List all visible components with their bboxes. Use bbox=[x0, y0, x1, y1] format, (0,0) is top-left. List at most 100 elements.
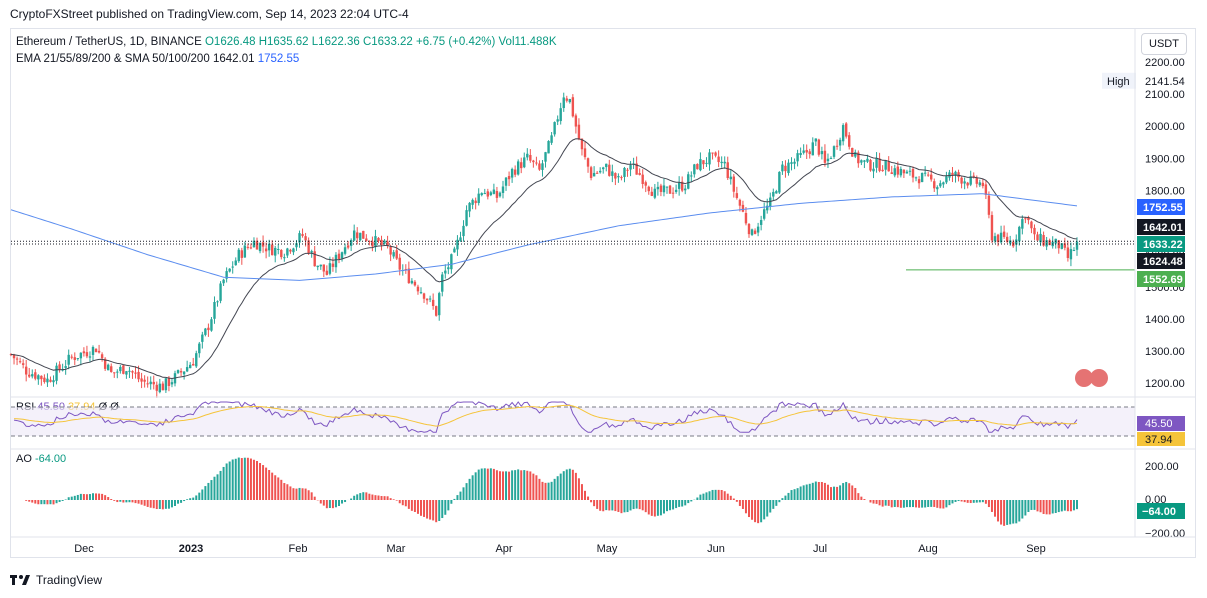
candle-body bbox=[705, 162, 708, 164]
candle-body bbox=[91, 347, 95, 355]
candle-body bbox=[277, 248, 280, 250]
published-text: CryptoFXStreet published on TradingView.… bbox=[10, 7, 409, 21]
candle-body bbox=[240, 250, 244, 258]
candle-body bbox=[811, 142, 814, 156]
candle-body bbox=[286, 248, 289, 256]
candle-body bbox=[526, 153, 529, 158]
us-flag-icon bbox=[1075, 369, 1093, 387]
candle-body bbox=[826, 158, 830, 162]
candle-body bbox=[978, 182, 982, 186]
candle-body bbox=[1002, 231, 1006, 237]
candle-body bbox=[586, 158, 590, 167]
candle-body bbox=[216, 301, 219, 303]
candle-body bbox=[854, 152, 857, 157]
currency-button[interactable]: USDT bbox=[1141, 33, 1187, 55]
candle-body bbox=[641, 174, 644, 184]
candle-body bbox=[908, 170, 912, 172]
candle-body bbox=[85, 352, 89, 357]
candle-body bbox=[28, 374, 31, 377]
candle-body bbox=[374, 236, 377, 248]
candle-body bbox=[687, 174, 690, 189]
candle-body bbox=[674, 189, 678, 192]
candle-body bbox=[134, 372, 137, 374]
rsi-ma-line bbox=[14, 404, 1078, 427]
candle-body bbox=[422, 293, 426, 299]
candle-body bbox=[638, 173, 641, 175]
candle-body bbox=[292, 248, 295, 253]
candle-body bbox=[942, 182, 945, 185]
candle-body bbox=[750, 229, 754, 235]
candle-body bbox=[926, 174, 930, 176]
candle-body bbox=[456, 239, 459, 250]
candle-body bbox=[477, 193, 480, 204]
candle-body bbox=[462, 225, 465, 237]
candle-body bbox=[568, 99, 572, 103]
candle-body bbox=[930, 174, 933, 180]
candle-body bbox=[939, 183, 942, 187]
candle-body bbox=[492, 189, 496, 194]
candle-body bbox=[255, 240, 259, 250]
candle-body bbox=[714, 152, 717, 156]
candle-body bbox=[571, 97, 575, 117]
candle-body bbox=[1018, 226, 1021, 242]
candle-body bbox=[817, 139, 821, 155]
candle-body bbox=[43, 377, 46, 382]
candle-body bbox=[805, 149, 808, 153]
close-value: C1633.22 bbox=[362, 36, 413, 48]
candle-body bbox=[37, 375, 40, 380]
candle-body bbox=[49, 379, 52, 382]
candle-body bbox=[605, 163, 608, 168]
candle-body bbox=[1033, 227, 1036, 235]
candle-body bbox=[820, 151, 824, 155]
candle-body bbox=[762, 209, 766, 219]
high-value: 2141.54 bbox=[1145, 76, 1185, 88]
candle-body bbox=[185, 367, 189, 372]
ao-tag-box bbox=[1137, 503, 1185, 519]
price-tick: 1400.00 bbox=[1145, 314, 1185, 326]
price-label-box bbox=[1137, 219, 1185, 235]
candle-body bbox=[195, 353, 198, 367]
candle-body bbox=[289, 249, 292, 252]
candle-body bbox=[781, 164, 784, 172]
candle-body bbox=[535, 162, 538, 164]
candle-body bbox=[501, 186, 505, 194]
candle-body bbox=[814, 138, 818, 142]
ao-value: -64.00 bbox=[34, 453, 67, 465]
candle-body bbox=[368, 240, 371, 242]
candle-body bbox=[1063, 243, 1067, 248]
candle-body bbox=[204, 328, 207, 335]
candle-body bbox=[243, 245, 247, 258]
candle-body bbox=[12, 354, 16, 359]
indicator-label[interactable]: EMA 21/55/89/200 & SMA 50/100/200 bbox=[16, 53, 210, 65]
candle-body bbox=[753, 230, 757, 234]
candle-body bbox=[152, 381, 155, 385]
candle-body bbox=[838, 139, 842, 146]
candle-body bbox=[662, 185, 666, 193]
candle-body bbox=[747, 223, 751, 235]
time-tick: Dec bbox=[74, 543, 94, 555]
candle-body bbox=[182, 371, 186, 375]
candle-body bbox=[911, 169, 915, 178]
candle-body bbox=[301, 234, 304, 236]
candle-body bbox=[884, 160, 887, 170]
candle-body bbox=[772, 191, 775, 197]
tradingview-brand[interactable]: TradingView bbox=[36, 573, 103, 587]
indicator-value-2: 1752.55 bbox=[257, 53, 300, 65]
candle-body bbox=[647, 186, 650, 192]
candle-body bbox=[589, 167, 593, 178]
symbol-name[interactable]: Ethereum / TetherUS, 1D, BINANCE bbox=[16, 36, 202, 48]
candle-body bbox=[835, 145, 839, 147]
candle-body bbox=[97, 350, 101, 353]
candle-body bbox=[520, 162, 523, 169]
candle-body bbox=[1027, 217, 1030, 221]
candle-body bbox=[498, 192, 502, 197]
candle-body bbox=[106, 364, 110, 371]
candle-body bbox=[513, 169, 517, 175]
candle-body bbox=[246, 246, 250, 248]
candle-body bbox=[70, 356, 73, 358]
ao-tick: 200.00 bbox=[1145, 461, 1179, 473]
ao-label[interactable]: AO bbox=[16, 453, 32, 465]
candle-body bbox=[866, 158, 869, 162]
candle-body bbox=[592, 172, 596, 177]
